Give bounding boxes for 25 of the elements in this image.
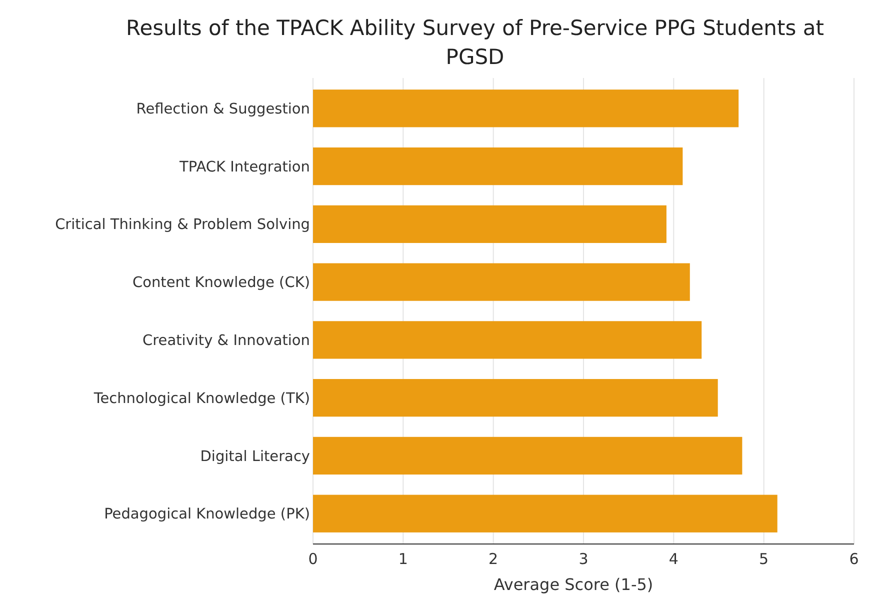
- x-tick-label: 0: [308, 550, 318, 568]
- bar: [313, 379, 718, 417]
- bar: [313, 147, 683, 186]
- y-tick-label: Critical Thinking & Problem Solving: [55, 217, 310, 234]
- bar: [313, 263, 690, 301]
- x-tick-label: 2: [488, 550, 498, 568]
- bar: [313, 436, 742, 475]
- bar: [313, 90, 739, 128]
- y-tick-label: Digital Literacy: [200, 448, 310, 465]
- x-tick-label: 3: [578, 550, 588, 568]
- bar: [313, 494, 778, 532]
- x-axis-title: Average Score (1-5): [494, 575, 654, 594]
- y-tick-label: Pedagogical Knowledge (PK): [104, 506, 310, 523]
- x-tick-label: 6: [849, 550, 859, 568]
- y-tick-label: Content Knowledge (CK): [132, 275, 310, 292]
- x-tick-label: 5: [759, 550, 769, 568]
- x-tick-label: 1: [398, 550, 408, 568]
- y-tick-label: TPACK Integration: [178, 159, 310, 176]
- y-tick-label: Technological Knowledge (TK): [92, 390, 310, 407]
- chart-title: Results of the TPACK Ability Survey of Pre-Service PPG Students at PGSD: [126, 16, 824, 69]
- y-tick-label: Creativity & Innovation: [142, 333, 310, 350]
- bar: [313, 205, 666, 243]
- y-tick-label: Reflection & Suggestion: [136, 101, 310, 118]
- x-tick-label: 4: [668, 550, 678, 568]
- bar: [313, 321, 702, 359]
